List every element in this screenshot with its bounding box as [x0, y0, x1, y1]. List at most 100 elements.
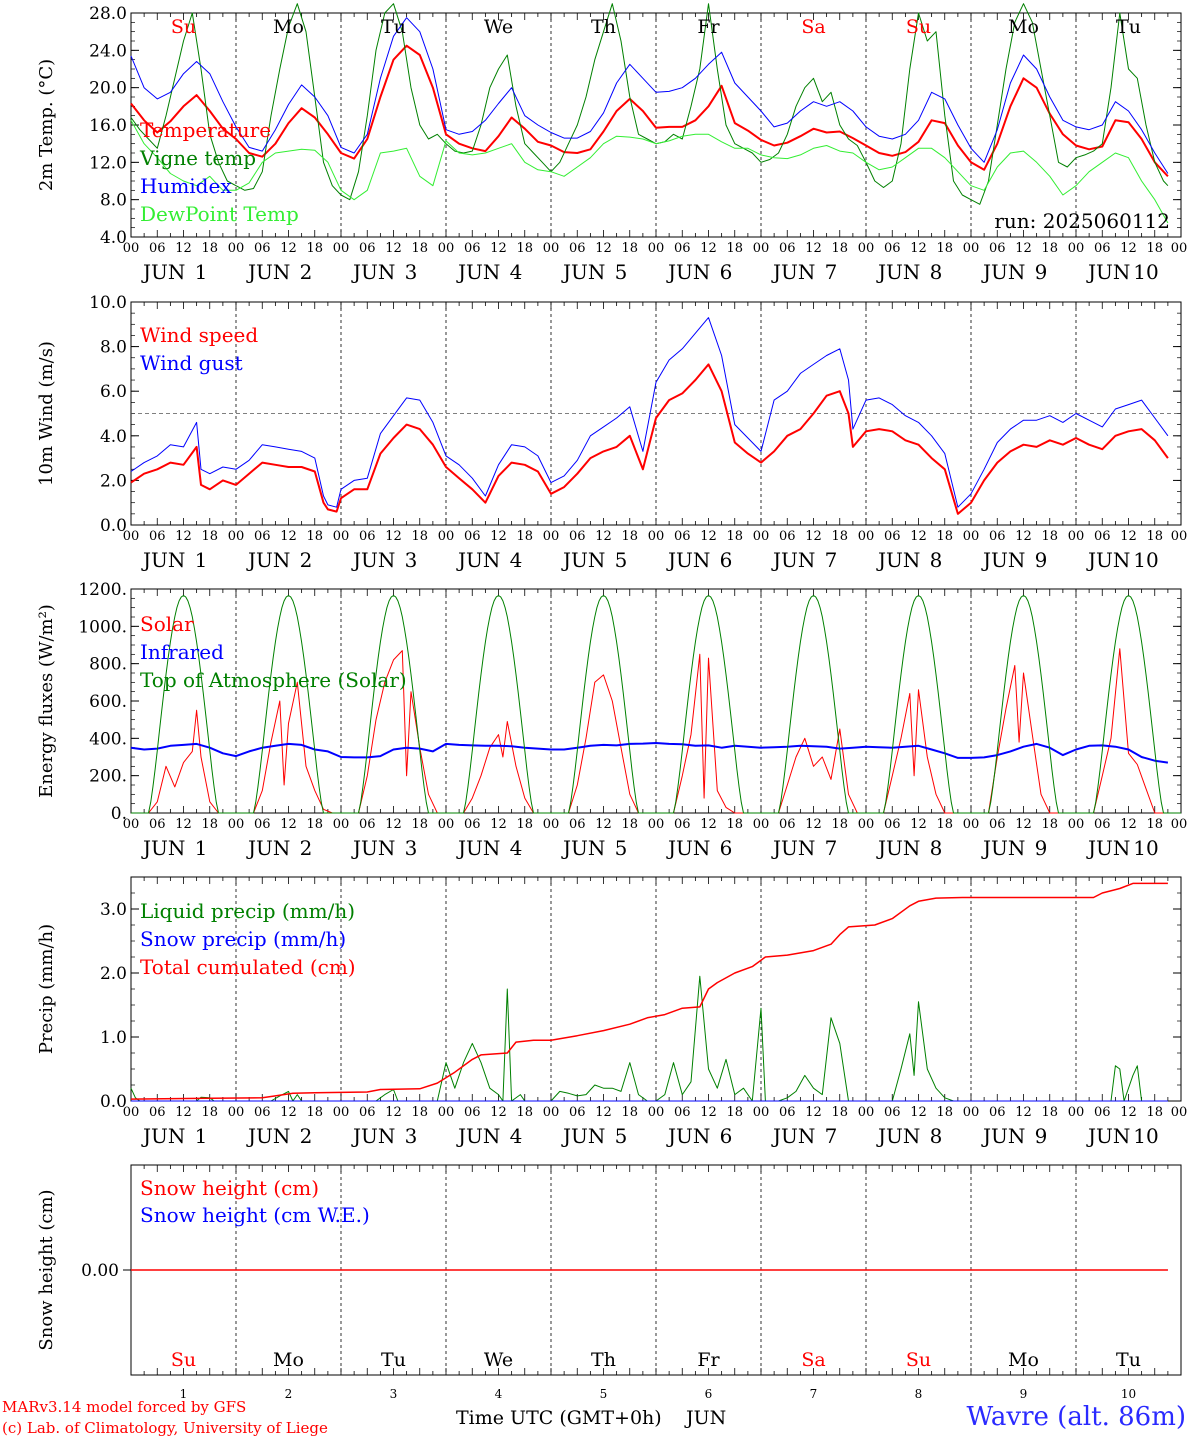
hour-tick-label: 06 — [149, 817, 166, 832]
date-month-label: JUN — [666, 1124, 710, 1148]
hour-tick-label: 06 — [149, 241, 166, 256]
weekday-label: Th — [591, 1349, 616, 1371]
hour-tick-label: 18 — [411, 1105, 428, 1120]
hour-tick-label: 18 — [1041, 241, 1058, 256]
weekday-label: Tu — [381, 1349, 406, 1371]
hour-tick-label: 12 — [595, 241, 612, 256]
date-month-label: JUN — [876, 260, 920, 284]
hour-tick-label: 00 — [753, 1105, 770, 1120]
date-day-label: 10 — [1133, 548, 1158, 572]
hour-tick-label: 12 — [1120, 241, 1137, 256]
date-month-label: JUN — [981, 548, 1025, 572]
hour-tick-label: 12 — [805, 1105, 822, 1120]
legend-entry: Infrared — [140, 640, 224, 664]
hour-tick-label: 00 — [333, 1105, 350, 1120]
hour-tick-label: 18 — [621, 1105, 638, 1120]
y-tick-label: 0. — [111, 804, 127, 824]
hour-tick-label: 06 — [989, 817, 1006, 832]
date-month-label: JUN — [351, 836, 395, 860]
hour-tick-label: 00 — [753, 529, 770, 544]
hour-tick-label: 00 — [963, 1105, 980, 1120]
hour-tick-label: 00 — [333, 817, 350, 832]
hour-tick-label: 18 — [411, 241, 428, 256]
y-tick-label: 24.0 — [89, 41, 127, 61]
hour-tick-label: 00 — [543, 1105, 560, 1120]
date-month-label: JUN — [246, 836, 290, 860]
date-day-label: 5 — [615, 548, 628, 572]
hour-tick-label: 06 — [884, 817, 901, 832]
hour-tick-label: 12 — [1120, 1105, 1137, 1120]
date-month-label: JUN — [771, 1124, 815, 1148]
date-month-label: JUN — [666, 260, 710, 284]
date-day-label: 10 — [1133, 260, 1158, 284]
hour-tick-label: 00 — [543, 529, 560, 544]
day-number-label: 10 — [1121, 1387, 1136, 1401]
hour-tick-label: 18 — [1041, 1105, 1058, 1120]
hour-tick-label: 18 — [1146, 241, 1163, 256]
weekday-label: Tu — [381, 16, 406, 38]
series-line-wind-speed — [130, 363, 1169, 515]
y-tick-label: 6.0 — [100, 382, 127, 402]
y-tick-label: 0.00 — [81, 1261, 119, 1281]
date-day-label: 4 — [510, 836, 523, 860]
date-month-label: JUN — [561, 836, 605, 860]
date-day-label: 2 — [300, 548, 313, 572]
y-tick-label: 10.0 — [89, 293, 127, 313]
hour-tick-label: 18 — [831, 817, 848, 832]
date-day-label: 1 — [195, 1124, 208, 1148]
hour-tick-label: 00 — [228, 241, 245, 256]
weekday-label: Mo — [273, 16, 304, 38]
hour-tick-label: 18 — [936, 817, 953, 832]
date-day-label: 1 — [195, 548, 208, 572]
day-number-label: 4 — [495, 1387, 503, 1401]
date-day-label: 3 — [405, 548, 418, 572]
hour-tick-label: 18 — [516, 817, 533, 832]
series-line-vigne-temp — [130, 3, 1169, 205]
weekday-label: Mo — [1008, 1349, 1039, 1371]
y-axis-label: Snow height (cm) — [36, 1189, 57, 1350]
hour-tick-label: 00 — [123, 529, 140, 544]
hour-tick-label: 18 — [936, 529, 953, 544]
date-month-label: JUN — [1086, 548, 1130, 572]
date-month-label: JUN — [351, 1124, 395, 1148]
hour-tick-label: 00 — [648, 529, 665, 544]
date-month-label: JUN — [246, 260, 290, 284]
hour-tick-label: 12 — [1015, 529, 1032, 544]
y-tick-label: 0.0 — [100, 1092, 127, 1112]
weekday-label: Su — [906, 1349, 931, 1371]
date-month-label: JUN — [141, 260, 185, 284]
legend-entry: Solar — [140, 612, 194, 636]
weekday-label: We — [484, 16, 513, 38]
hour-tick-label: 00 — [123, 817, 140, 832]
hour-tick-label: 18 — [726, 529, 743, 544]
weekday-label: Sa — [801, 1349, 825, 1371]
weekday-label: We — [484, 1349, 513, 1371]
y-tick-label: 4.0 — [100, 228, 127, 248]
date-day-label: 5 — [615, 836, 628, 860]
hour-tick-label: 06 — [254, 241, 271, 256]
series-line-total-cumulated-cm — [130, 882, 1168, 1100]
date-day-label: 9 — [1035, 548, 1048, 572]
hour-tick-label: 00 — [438, 529, 455, 544]
hour-tick-label: 06 — [464, 241, 481, 256]
run-label: run: 2025060112 — [994, 209, 1170, 233]
date-month-label: JUN — [981, 1124, 1025, 1148]
y-tick-label: 1000. — [78, 617, 127, 637]
legend-entry: Wind gust — [140, 351, 243, 375]
date-day-label: 9 — [1035, 260, 1048, 284]
hour-tick-label: 12 — [595, 1105, 612, 1120]
legend-entry: Liquid precip (mm/h) — [140, 899, 355, 923]
y-tick-label: 200. — [89, 767, 127, 787]
series-line-infrared — [130, 742, 1169, 764]
hour-tick-label: 00 — [438, 241, 455, 256]
hour-tick-label: 00 — [333, 529, 350, 544]
date-month-label: JUN — [456, 1124, 500, 1148]
hour-tick-label: 18 — [306, 817, 323, 832]
legend-entry: Wind speed — [140, 323, 258, 347]
hour-tick-label: 06 — [359, 241, 376, 256]
hour-tick-label: 06 — [674, 817, 691, 832]
hour-tick-label: 18 — [201, 1105, 218, 1120]
hour-tick-label: 06 — [779, 817, 796, 832]
date-day-label: 4 — [510, 1124, 523, 1148]
y-tick-label: 1.0 — [100, 1028, 127, 1048]
